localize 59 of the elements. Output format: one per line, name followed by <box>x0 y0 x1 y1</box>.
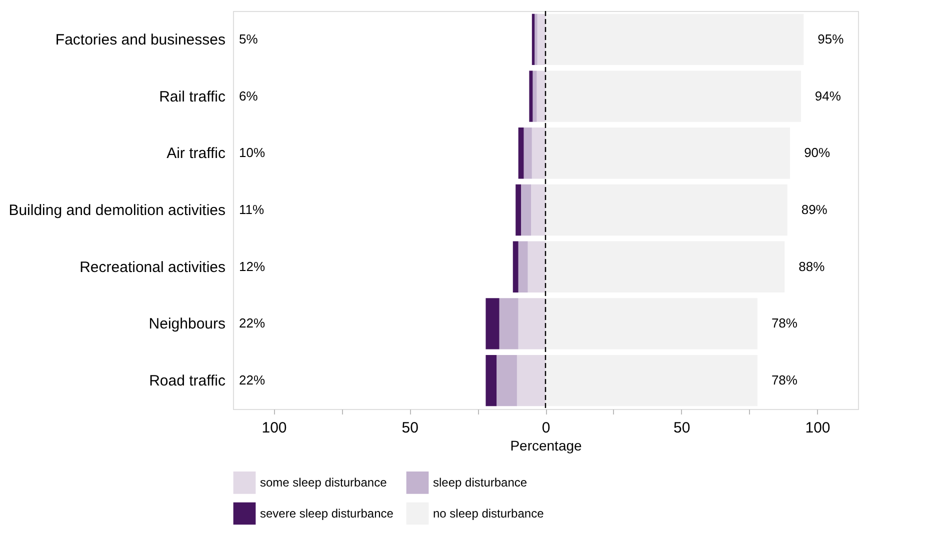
bar <box>496 354 517 406</box>
bar <box>528 241 546 292</box>
y-tick-label: Rail traffic <box>159 88 226 106</box>
legend-label: severe sleep disturbance <box>260 506 394 520</box>
bar <box>536 70 546 122</box>
bar <box>516 354 546 406</box>
y-tick-label: Road traffic <box>149 372 226 390</box>
x-tick-label: 100 <box>805 420 830 436</box>
annotation: 6% <box>239 88 258 104</box>
bar <box>518 241 528 292</box>
bar <box>546 354 758 406</box>
y-tick-label: Air traffic <box>166 145 226 162</box>
x-tick-label: 50 <box>674 420 690 436</box>
data-label: 78% <box>771 316 798 331</box>
bar <box>532 14 535 66</box>
annotation: 22% <box>239 316 266 331</box>
bar <box>521 184 532 236</box>
x-axis-title: Percentage <box>510 438 582 454</box>
bar <box>546 14 804 66</box>
data-label: 95% <box>818 31 844 46</box>
bar <box>531 184 546 236</box>
data-label: 89% <box>801 202 828 217</box>
bar <box>518 128 524 179</box>
data-label: 94% <box>814 88 842 104</box>
y-tick-label: Factories and businesses <box>55 31 226 48</box>
bar <box>516 184 522 236</box>
x-tick-label: 0 <box>542 420 550 436</box>
y-tick-label: Building and demolition activities <box>8 202 226 219</box>
annotation: 5% <box>239 31 258 46</box>
y-tick-label: Neighbours <box>148 316 226 333</box>
bar <box>546 70 801 122</box>
y-tick-label: Recreational activities <box>80 258 226 276</box>
legend-label: some sleep disturbance <box>260 476 388 490</box>
data-label: 78% <box>771 372 798 388</box>
bar <box>546 184 788 236</box>
legend-label: no sleep disturbance <box>433 506 544 520</box>
x-tick-label: 50 <box>402 420 418 436</box>
bar <box>512 241 518 292</box>
bar <box>537 14 546 66</box>
legend-label: sleep disturbance <box>433 476 528 490</box>
bar <box>534 14 538 66</box>
bar <box>546 298 758 350</box>
bar <box>486 298 500 350</box>
bar <box>529 70 533 122</box>
bar <box>518 298 546 350</box>
annotation: 22% <box>239 372 266 388</box>
bar <box>486 354 497 406</box>
annotation: 11% <box>239 202 264 217</box>
x-tick-label: 100 <box>262 420 287 436</box>
bar <box>546 241 785 292</box>
annotation: 12% <box>239 258 266 274</box>
data-label: 90% <box>804 145 831 160</box>
bar <box>546 128 790 179</box>
annotation: 10% <box>239 145 266 160</box>
bar <box>532 128 546 179</box>
data-label: 88% <box>798 258 826 274</box>
bar <box>524 128 532 179</box>
bar <box>532 70 537 122</box>
bar <box>499 298 518 350</box>
